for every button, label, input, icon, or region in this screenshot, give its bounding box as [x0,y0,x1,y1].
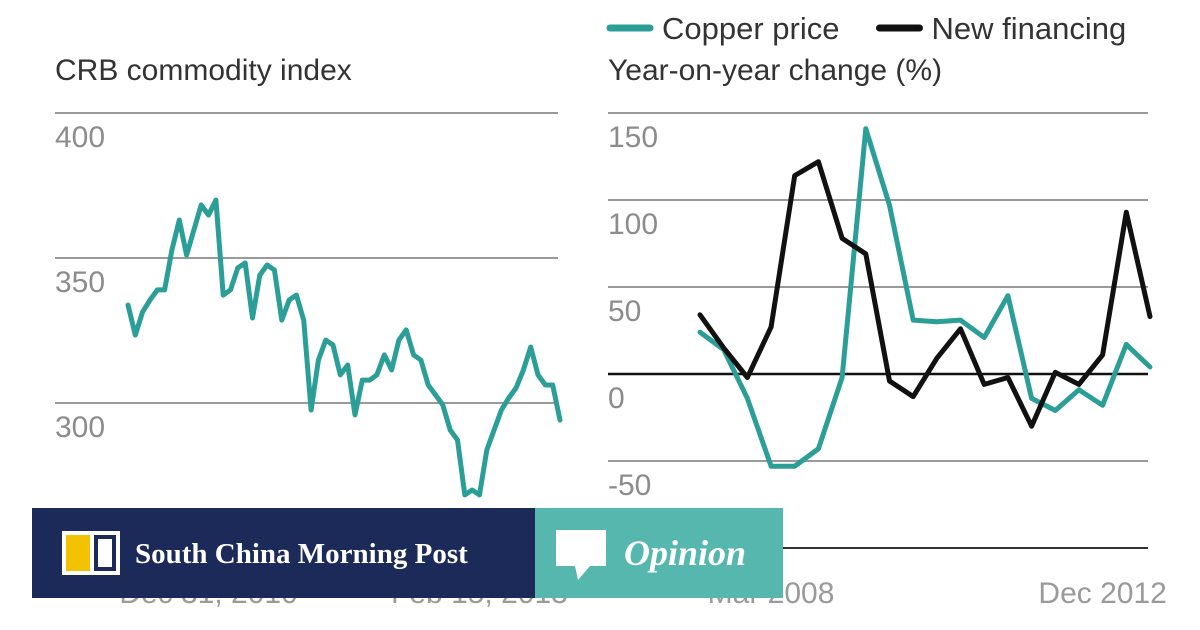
y-tick-label: 150 [608,121,658,154]
series-line [125,197,563,498]
y-tick-label: 0 [608,382,625,415]
x-tick-label: Dec 2012 [1038,577,1166,610]
logo-block [66,535,90,571]
y-tick-label: -50 [608,469,651,502]
y-tick-label: 100 [608,208,658,241]
y-tick-label: 50 [608,295,641,328]
y-tick-label: 300 [55,411,105,444]
logo-block [98,539,112,567]
series-line [697,126,1153,469]
brand-name: South China Morning Post [135,538,468,570]
legend-label: New financing [931,11,1126,46]
legend-label: Copper price [662,11,839,46]
section-name: Opinion [624,533,746,573]
chart-title: CRB commodity index [55,54,352,87]
y-tick-label: 350 [55,266,105,299]
series-line [697,159,1153,429]
banner: South China Morning Post Opinion [32,508,783,598]
chart-title: Year-on-year change (%) [608,54,942,87]
speech-icon [556,530,606,580]
y-tick-label: 400 [55,121,105,154]
